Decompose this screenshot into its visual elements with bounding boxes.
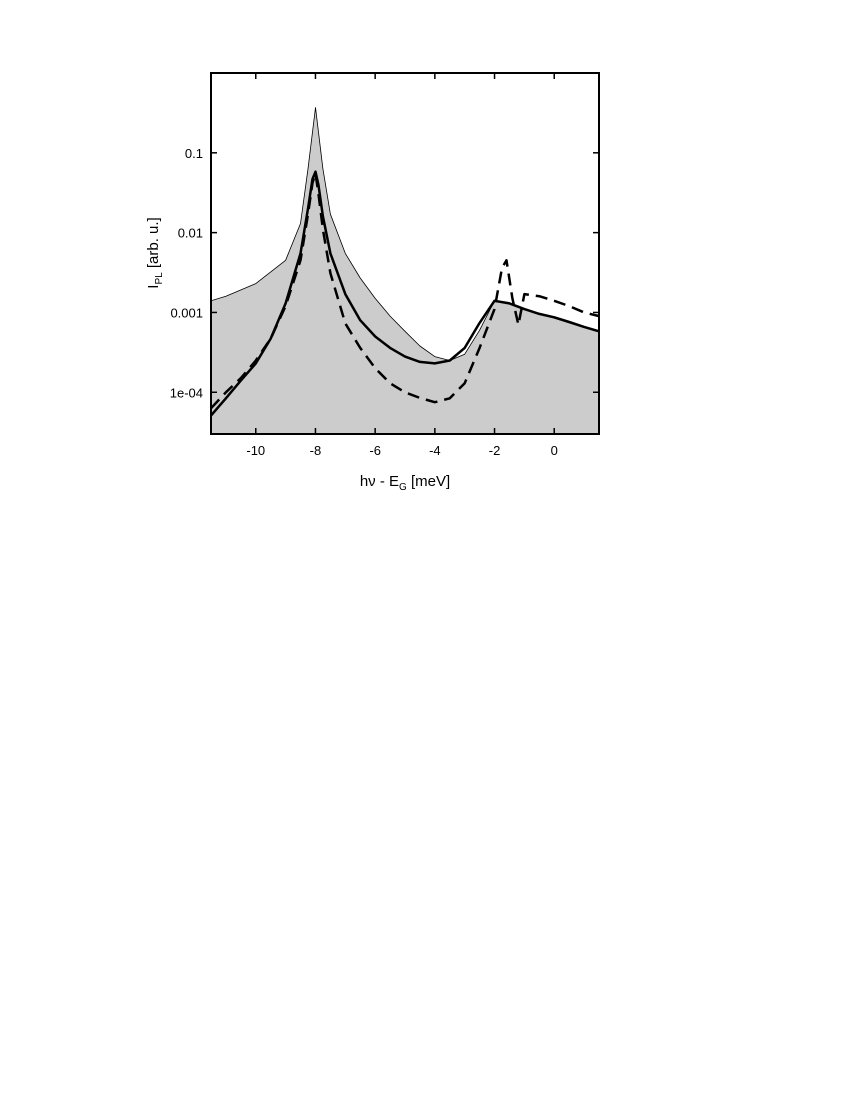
area [211,107,599,434]
y-axis-label: IPL [arb. u.] [145,217,165,288]
line [211,172,599,410]
line [211,170,599,417]
y-label-rest: [arb. u.] [145,217,162,272]
axes-frame [210,72,600,435]
y-tick-label: 1e-04 [170,385,203,400]
x-tick-label: 0 [551,443,558,458]
x-tick-label: -10 [246,443,265,458]
y-tick-label: 0.1 [185,146,203,161]
x-tick-label: -2 [489,443,501,458]
y-tick-label: 0.001 [170,305,203,320]
y-label-main: I [145,285,162,289]
x-label-sub: G [399,482,407,493]
x-axis-label: hν - EG [meV] [360,473,450,493]
plot-area [211,107,599,434]
x-tick-label: -8 [310,443,322,458]
x-tick-label: -6 [369,443,381,458]
y-tick-label: 0.01 [178,226,203,241]
y-label-sub: PL [154,272,165,285]
x-label-main: hν - E [360,473,399,490]
x-label-rest: [meV] [407,473,450,490]
x-tick-label: -4 [429,443,441,458]
